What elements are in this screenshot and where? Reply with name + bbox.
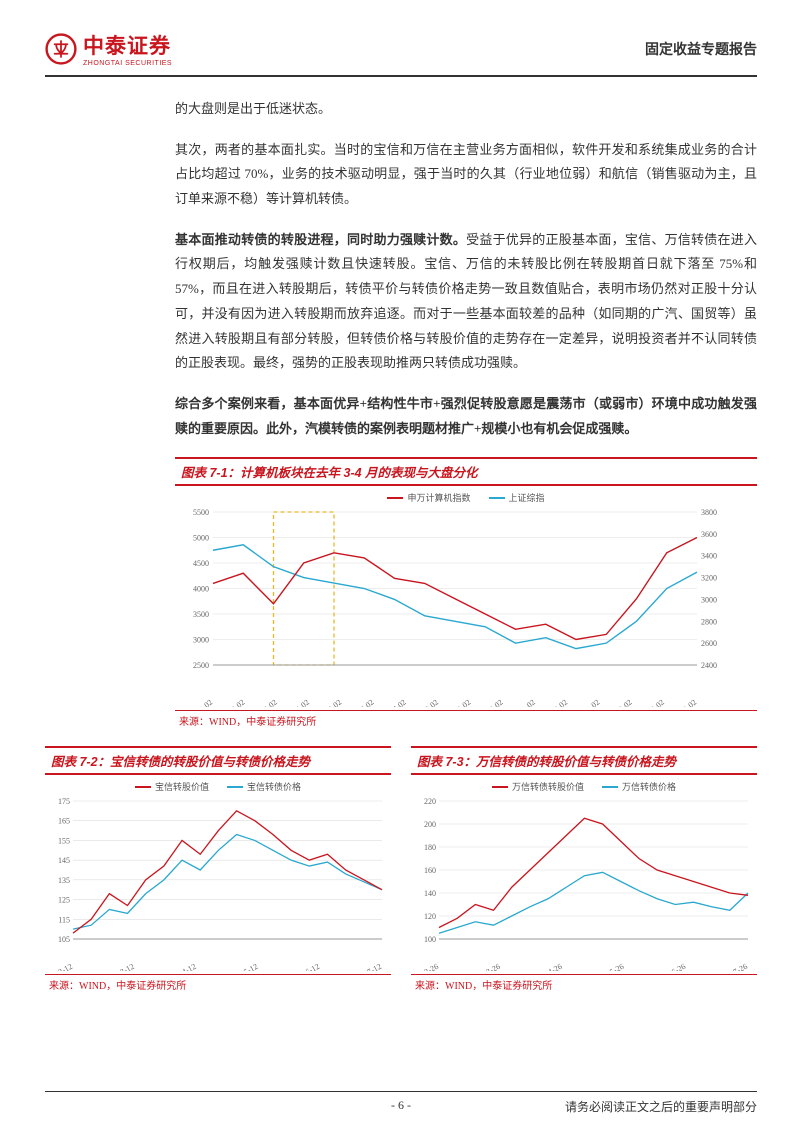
chart-7-2-block: 图表 7-2：宝信转债的转股价值与转债价格走势 宝信转股价值 宝信转债价格 10… <box>45 746 391 992</box>
company-logo: 中泰证券 ZHONGTAI SECURITIES <box>45 30 172 67</box>
chart-7-3-block: 图表 7-3：万信转债的转股价值与转债价格走势 万信转债转股价值 万信转债价格 … <box>411 746 757 992</box>
svg-text:2019-04-02: 2019-04-02 <box>664 698 698 707</box>
svg-text:2018-05-26: 2018-05-26 <box>588 962 625 971</box>
svg-text:2018-05-12: 2018-05-12 <box>222 962 259 971</box>
chart-7-1-legend: 申万计算机指数 上证综指 <box>175 491 757 504</box>
svg-text:2018-01-02: 2018-01-02 <box>180 698 214 707</box>
body-text: 的大盘则是出于低迷状态。 其次，两者的基本面扎实。当时的宝信和万信在主营业务方面… <box>175 97 757 441</box>
svg-text:3500: 3500 <box>193 610 209 619</box>
svg-text:2018-04-26: 2018-04-26 <box>526 962 563 971</box>
svg-text:165: 165 <box>58 817 70 826</box>
svg-text:2018-06-12: 2018-06-12 <box>284 962 321 971</box>
svg-text:2018-02-02: 2018-02-02 <box>212 698 246 707</box>
svg-text:2018-02-26: 2018-02-26 <box>411 962 440 971</box>
svg-text:2018-04-02: 2018-04-02 <box>277 698 311 707</box>
chart-7-3-source: 来源：WIND，中泰证券研究所 <box>411 974 757 992</box>
company-name-cn: 中泰证券 <box>83 35 171 58</box>
svg-text:2018-06-26: 2018-06-26 <box>650 962 687 971</box>
svg-text:2019-02-02: 2019-02-02 <box>599 698 633 707</box>
chart-7-2-legend: 宝信转股价值 宝信转债价格 <box>45 780 391 793</box>
legend-label: 申万计算机指数 <box>407 491 470 504</box>
chart-7-1-source: 来源：WIND，中泰证券研究所 <box>175 710 757 728</box>
paragraph-4: 综合多个案例来看，基本面优异+结构性牛市+强烈促转股意愿是震荡市（或弱市）环境中… <box>175 392 757 441</box>
svg-text:2018-07-12: 2018-07-12 <box>346 962 383 971</box>
svg-text:115: 115 <box>58 916 70 925</box>
svg-text:105: 105 <box>58 935 70 944</box>
svg-text:2018-03-12: 2018-03-12 <box>99 962 136 971</box>
paragraph-3-bold: 基本面推动转债的转股进程，同时助力强赎计数。 <box>175 232 466 247</box>
svg-text:2018-07-02: 2018-07-02 <box>374 698 408 707</box>
logo-icon <box>45 33 77 65</box>
page-footer: - 6 - 请务必阅读正文之后的重要声明部分 <box>45 1091 757 1115</box>
chart-row-72-73: 图表 7-2：宝信转债的转股价值与转债价格走势 宝信转股价值 宝信转债价格 10… <box>45 746 757 992</box>
svg-text:3600: 3600 <box>701 530 717 539</box>
paragraph-4-bold: 综合多个案例来看，基本面优异+结构性牛市+强烈促转股意愿是震荡市（或弱市）环境中… <box>175 396 757 436</box>
svg-text:5500: 5500 <box>193 508 209 517</box>
svg-text:135: 135 <box>58 876 70 885</box>
chart-7-2: 105 115 125 135 145 155 165 175 2018-02-12 2018-0… <box>45 796 390 971</box>
svg-text:2018-09-02: 2018-09-02 <box>438 698 472 707</box>
svg-text:220: 220 <box>424 797 436 806</box>
report-type: 固定收益专题报告 <box>645 39 757 59</box>
chart-7-2-source: 来源：WIND，中泰证券研究所 <box>45 974 391 992</box>
svg-text:3000: 3000 <box>701 596 717 605</box>
svg-text:2018-04-12: 2018-04-12 <box>160 962 197 971</box>
svg-text:3200: 3200 <box>701 574 717 583</box>
chart-7-1: 2500 3000 3500 4000 4500 5000 5500 2400 2600 2800… <box>175 507 735 707</box>
legend-label: 宝信转股价值 <box>155 780 209 793</box>
svg-text:160: 160 <box>424 866 436 875</box>
svg-text:2018-08-02: 2018-08-02 <box>406 698 440 707</box>
svg-text:200: 200 <box>424 820 436 829</box>
svg-text:2018-02-12: 2018-02-12 <box>45 962 74 971</box>
page-header: 中泰证券 ZHONGTAI SECURITIES 固定收益专题报告 <box>45 30 757 77</box>
svg-text:2800: 2800 <box>701 618 717 627</box>
svg-text:4000: 4000 <box>193 585 209 594</box>
svg-text:2400: 2400 <box>701 661 717 670</box>
svg-text:175: 175 <box>58 797 70 806</box>
svg-text:3800: 3800 <box>701 508 717 517</box>
svg-text:5000: 5000 <box>193 534 209 543</box>
svg-text:2018-10-02: 2018-10-02 <box>470 698 504 707</box>
svg-text:2500: 2500 <box>193 661 209 670</box>
svg-text:2018-03-02: 2018-03-02 <box>244 698 278 707</box>
svg-text:180: 180 <box>424 843 436 852</box>
svg-text:2018-07-26: 2018-07-26 <box>712 962 749 971</box>
svg-text:3000: 3000 <box>193 636 209 645</box>
svg-text:2019-01-02: 2019-01-02 <box>567 698 601 707</box>
svg-text:2018-05-02: 2018-05-02 <box>309 698 343 707</box>
chart-7-1-title: 图表 7-1：计算机板块在去年 3-4 月的表现与大盘分化 <box>175 457 757 486</box>
legend-label: 万信转债价格 <box>622 780 676 793</box>
svg-text:3400: 3400 <box>701 552 717 561</box>
svg-text:100: 100 <box>424 935 436 944</box>
svg-text:2019-03-02: 2019-03-02 <box>632 698 666 707</box>
paragraph-3: 基本面推动转债的转股进程，同时助力强赎计数。受益于优异的正股基本面，宝信、万信转… <box>175 228 757 376</box>
paragraph-1: 的大盘则是出于低迷状态。 <box>175 97 757 122</box>
legend-label: 宝信转债价格 <box>247 780 301 793</box>
paragraph-2: 其次，两者的基本面扎实。当时的宝信和万信在主营业务方面相似，软件开发和系统集成业… <box>175 138 757 212</box>
company-name-en: ZHONGTAI SECURITIES <box>83 60 172 67</box>
svg-text:4500: 4500 <box>193 559 209 568</box>
chart-7-3-title: 图表 7-3：万信转债的转股价值与转债价格走势 <box>411 746 757 775</box>
legend-label: 上证综指 <box>509 491 545 504</box>
chart-7-3: 100 120 140 160 180 200 220 2018-02-26 2018-03-2… <box>411 796 756 971</box>
svg-text:2018-12-02: 2018-12-02 <box>535 698 569 707</box>
chart-7-2-title: 图表 7-2：宝信转债的转股价值与转债价格走势 <box>45 746 391 775</box>
svg-text:2018-06-02: 2018-06-02 <box>341 698 375 707</box>
paragraph-3-rest: 受益于优异的正股基本面，宝信、万信转债在进入行权期后，均触发强赎计数且快速转股。… <box>175 232 757 370</box>
legend-label: 万信转债转股价值 <box>512 780 584 793</box>
svg-text:2018-03-26: 2018-03-26 <box>465 962 502 971</box>
svg-text:2018-11-02: 2018-11-02 <box>503 698 537 707</box>
footer-disclaimer: 请务必阅读正文之后的重要声明部分 <box>565 1098 757 1115</box>
svg-text:140: 140 <box>424 889 436 898</box>
page-number: - 6 - <box>391 1098 411 1113</box>
svg-text:125: 125 <box>58 896 70 905</box>
svg-text:145: 145 <box>58 856 70 865</box>
svg-text:2600: 2600 <box>701 639 717 648</box>
svg-text:155: 155 <box>58 837 70 846</box>
chart-7-1-block: 图表 7-1：计算机板块在去年 3-4 月的表现与大盘分化 申万计算机指数 上证… <box>175 457 757 728</box>
svg-text:120: 120 <box>424 912 436 921</box>
chart-7-3-legend: 万信转债转股价值 万信转债价格 <box>411 780 757 793</box>
